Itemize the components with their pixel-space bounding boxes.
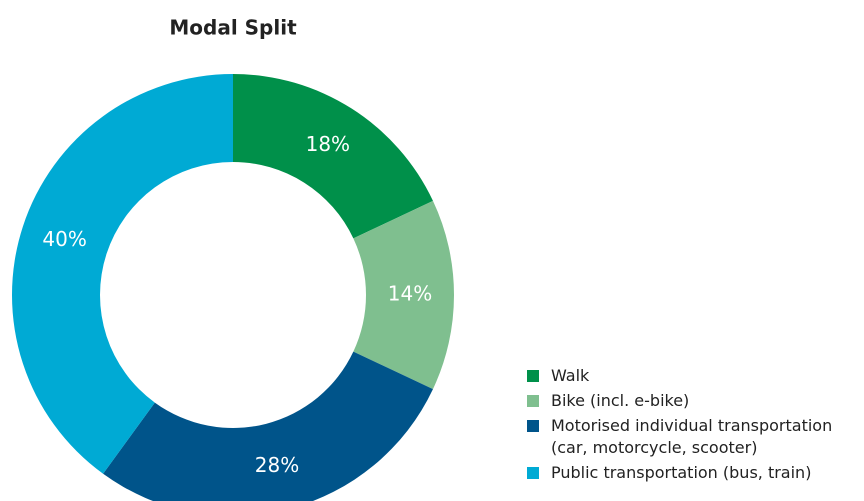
legend: Walk Bike (incl. e-bike) Motorised individ… <box>527 365 832 487</box>
data-label: 14% <box>388 282 432 306</box>
data-label: 40% <box>42 227 86 251</box>
legend-label: Motorised individual transportation (car… <box>551 416 833 457</box>
legend-label: Walk <box>551 366 590 385</box>
donut-segment <box>233 74 433 239</box>
donut-segment <box>353 200 455 390</box>
legend-item: Public transportation (bus, train) <box>527 462 832 484</box>
legend-swatch <box>527 370 539 382</box>
legend-label: Bike (incl. e-bike) <box>551 391 690 410</box>
legend-item: Bike (incl. e-bike) <box>527 390 832 412</box>
donut-segment <box>11 74 234 474</box>
legend-swatch <box>527 420 539 432</box>
legend-swatch <box>527 395 539 407</box>
data-label: 28% <box>255 453 299 477</box>
donut-segment <box>103 351 433 501</box>
legend-item: Motorised individual transportation (car… <box>527 415 832 459</box>
legend-swatch <box>527 467 539 479</box>
chart-title: Modal Split <box>169 16 297 40</box>
data-label: 18% <box>306 132 350 156</box>
legend-item: Walk <box>527 365 832 387</box>
legend-label: Public transportation (bus, train) <box>551 463 812 482</box>
